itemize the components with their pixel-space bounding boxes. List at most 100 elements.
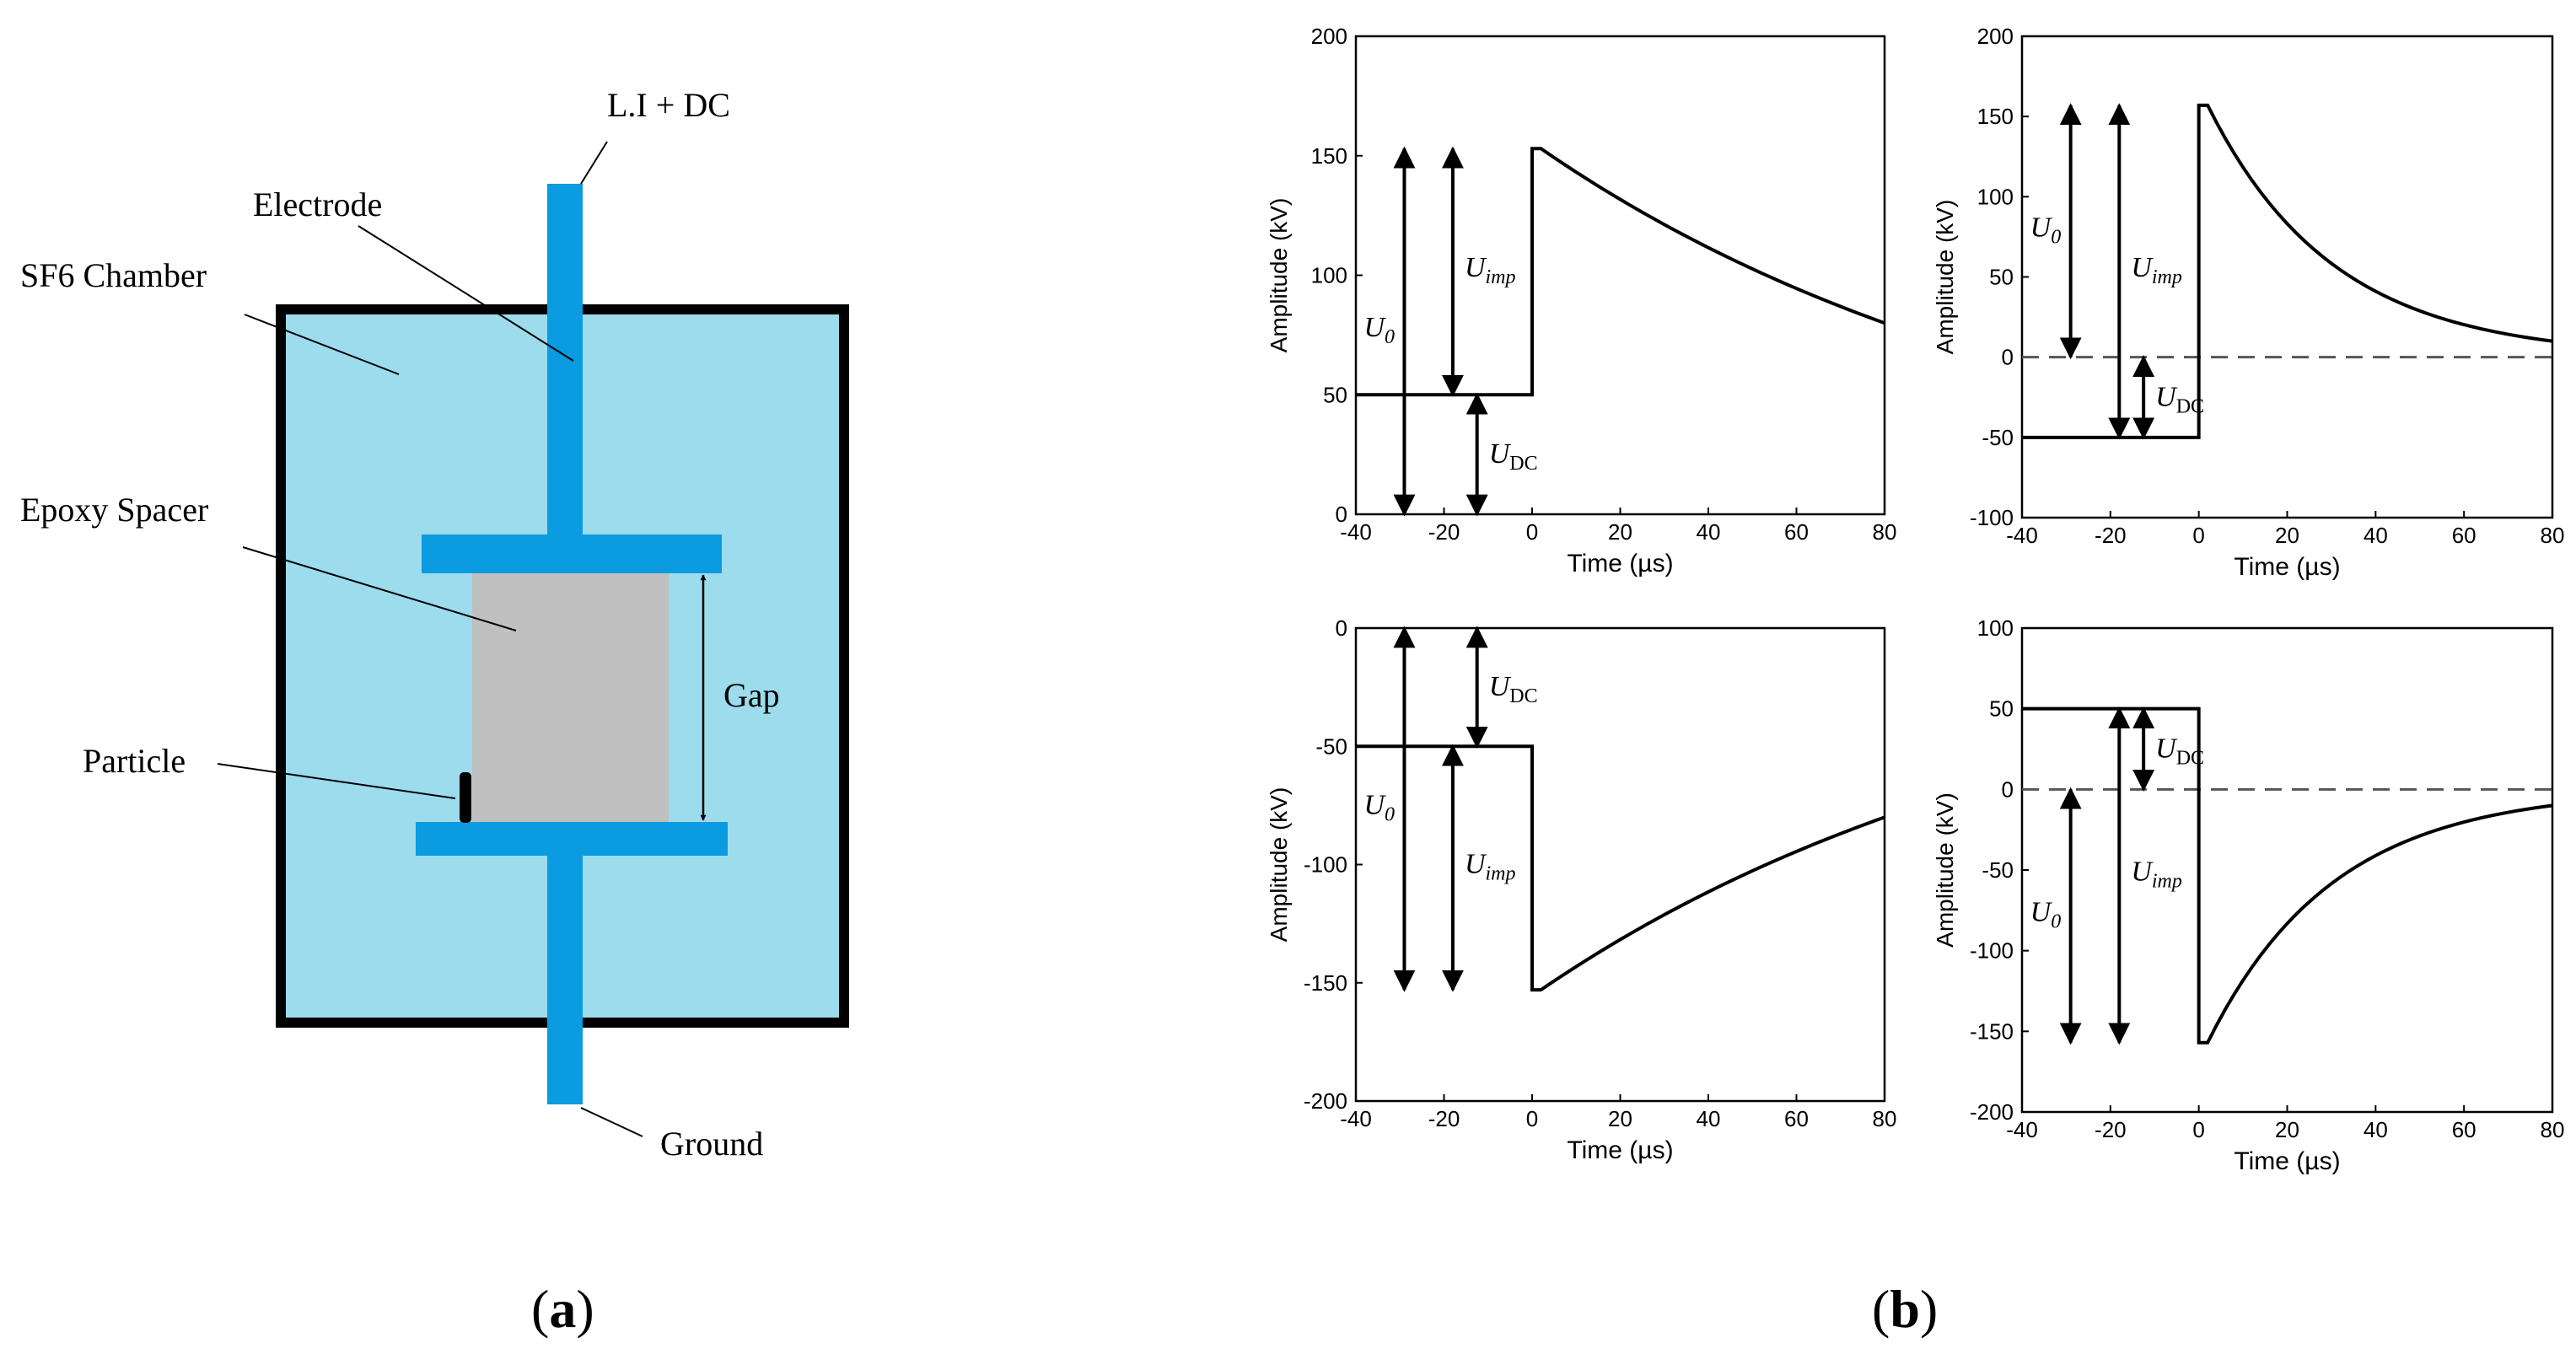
y-tick-label: 50 xyxy=(1989,265,2014,290)
x-tick-label: -20 xyxy=(1428,1106,1460,1131)
uimp-label: Uimp xyxy=(2131,252,2182,288)
y-tick-label: 150 xyxy=(1311,143,1347,169)
x-tick-label: -40 xyxy=(2006,523,2038,548)
x-tick-label: -40 xyxy=(1340,1106,1372,1131)
x-tick-label: 60 xyxy=(2452,1117,2477,1142)
particle-label: Particle xyxy=(83,742,186,780)
chart-top-right: -40 -20 0 20 40 60 80 -100 -50 0 50 100 150 200 Time (… xyxy=(1932,24,2564,581)
y-axis-label: Amplitude (kV) xyxy=(1266,198,1292,353)
x-axis-label: Time (µs) xyxy=(2234,553,2340,581)
y-tick-label: 0 xyxy=(2002,345,2014,370)
waveform-line xyxy=(2022,706,2553,1045)
y-tick-label: 200 xyxy=(1311,24,1347,49)
spacer-label: Epoxy Spacer xyxy=(20,491,208,529)
y-tick-label: 100 xyxy=(1977,184,2014,209)
particle-leader xyxy=(217,763,456,799)
x-tick-label: 0 xyxy=(2192,1117,2204,1142)
x-tick-label: 20 xyxy=(2275,523,2299,548)
y-tick-label: -100 xyxy=(1304,852,1347,878)
spacer-leader xyxy=(242,546,517,631)
x-tick-label: 40 xyxy=(1697,1106,1721,1131)
plot-frame xyxy=(2020,626,2554,1114)
chart-top-left: -40 -20 0 20 40 60 80 0 50 100 150 200 Time (µs) Ampl… xyxy=(1266,24,1896,577)
lower-electrode-plate xyxy=(416,822,728,856)
udc-label: UDC xyxy=(1489,438,1538,475)
x-tick-label: -40 xyxy=(1340,519,1372,545)
udc-label: UDC xyxy=(1489,671,1538,707)
x-tick-label: 20 xyxy=(1608,1106,1632,1131)
y-axis-label: Amplitude (kV) xyxy=(1932,792,1958,948)
chamber-leader xyxy=(244,314,400,375)
source-leader xyxy=(580,141,608,185)
y-tick-label: -200 xyxy=(1304,1088,1347,1114)
x-tick-label: 60 xyxy=(2452,523,2477,548)
caption-a: (a) xyxy=(531,1279,594,1339)
y-tick-label: -50 xyxy=(1982,425,2014,450)
x-tick-label: 0 xyxy=(1526,1106,1538,1131)
x-tick-label: 60 xyxy=(1784,1106,1809,1131)
x-tick-label: 20 xyxy=(2275,1117,2299,1142)
ground-label: Ground xyxy=(660,1125,763,1163)
x-axis-label: Time (µs) xyxy=(2234,1147,2340,1175)
x-tick-label: 80 xyxy=(2541,523,2565,548)
x-tick-label: 80 xyxy=(1873,519,1897,545)
y-tick-label: -100 xyxy=(1970,938,2014,964)
y-axis-label: Amplitude (kV) xyxy=(1932,200,1958,355)
x-tick-label: 40 xyxy=(1697,519,1721,545)
udc-label: UDC xyxy=(2155,381,2204,417)
epoxy-spacer xyxy=(472,573,669,822)
waveform-line xyxy=(1356,147,1885,397)
y-tick-label: 0 xyxy=(1336,615,1347,641)
electrode-label: Electrode xyxy=(253,185,382,223)
upper-electrode-plate xyxy=(422,534,722,573)
y-tick-label: -100 xyxy=(1970,505,2014,530)
udc-label: UDC xyxy=(2155,733,2204,770)
source-label: L.I + DC xyxy=(607,86,730,124)
y-tick-label: -150 xyxy=(1970,1018,2014,1044)
y-tick-label: -150 xyxy=(1304,970,1347,996)
ground-leader xyxy=(580,1107,643,1137)
particle-marker xyxy=(460,772,471,823)
y-tick-label: -200 xyxy=(1970,1099,2014,1125)
x-tick-label: 60 xyxy=(1784,519,1809,545)
y-tick-label: 0 xyxy=(2002,776,2014,802)
u0-label: U0 xyxy=(2030,212,2062,248)
caption-b: (b) xyxy=(1872,1279,1938,1339)
x-tick-label: 0 xyxy=(1526,519,1538,545)
y-tick-label: -50 xyxy=(1315,733,1347,759)
waveform-line xyxy=(1356,744,1885,992)
plot-frame xyxy=(1354,35,1886,516)
chart-bottom-right: -40 -20 0 20 40 60 80-200-150-100-50050100Time… xyxy=(1932,615,2564,1175)
y-tick-label: 150 xyxy=(1977,104,2014,129)
y-tick-label: -50 xyxy=(1982,857,2014,883)
x-tick-label: 80 xyxy=(1873,1106,1897,1131)
panel-a-diagram: L.I + DC Electrode SF6 Chamber Epoxy Spa… xyxy=(20,86,849,1163)
x-tick-label: 40 xyxy=(2364,1117,2388,1142)
u0-label: U0 xyxy=(1363,790,1395,826)
x-tick-label: -20 xyxy=(1428,519,1460,545)
uimp-label: Uimp xyxy=(2131,857,2182,893)
y-tick-label: 50 xyxy=(1323,382,1347,407)
y-tick-label: 0 xyxy=(1336,502,1347,527)
plot-frame xyxy=(1354,626,1886,1103)
y-tick-label: 50 xyxy=(1989,696,2014,722)
electrode-leader xyxy=(358,225,574,362)
x-axis-label: Time (µs) xyxy=(1567,1136,1673,1164)
x-tick-label: -20 xyxy=(2095,1117,2127,1142)
y-tick-label: 100 xyxy=(1311,263,1347,288)
x-tick-label: 40 xyxy=(2364,523,2388,548)
waveform-line xyxy=(2022,103,2553,439)
chamber-label: SF6 Chamber xyxy=(20,256,207,294)
uimp-label: Uimp xyxy=(1465,252,1516,288)
y-tick-label: 200 xyxy=(1977,24,2014,49)
x-axis-label: Time (µs) xyxy=(1567,550,1673,577)
plot-frame xyxy=(2020,35,2554,519)
x-tick-label: -40 xyxy=(2006,1117,2038,1142)
y-tick-label: 100 xyxy=(1977,615,2014,641)
x-tick-label: 80 xyxy=(2541,1117,2565,1142)
x-tick-label: -20 xyxy=(2095,523,2127,548)
u0-label: U0 xyxy=(1363,312,1395,348)
uimp-label: Uimp xyxy=(1465,849,1516,885)
